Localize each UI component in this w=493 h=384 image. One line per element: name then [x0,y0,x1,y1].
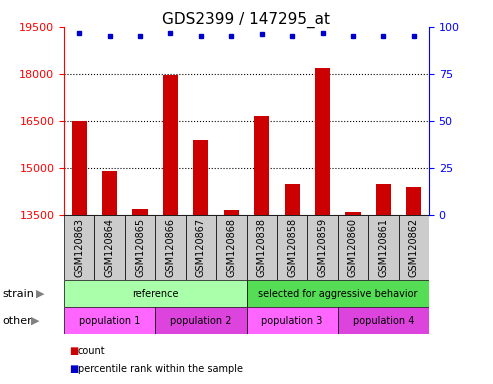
Bar [125,215,155,280]
Text: population 4: population 4 [352,316,414,326]
Bar [155,215,186,280]
Bar [284,184,300,215]
Bar [277,215,307,280]
Bar [315,68,330,215]
Text: ▶: ▶ [35,289,44,299]
Text: GSM120838: GSM120838 [257,218,267,277]
Bar [338,215,368,280]
Bar [71,121,87,215]
Text: ■: ■ [69,346,78,356]
Text: percentile rank within the sample: percentile rank within the sample [78,364,243,374]
Text: selected for aggressive behavior: selected for aggressive behavior [258,289,418,299]
Bar [246,280,429,307]
Text: GSM120863: GSM120863 [74,218,84,277]
Bar [254,116,269,215]
Text: GSM120866: GSM120866 [166,218,176,277]
Bar [406,187,422,215]
Bar [102,171,117,215]
Text: GSM120860: GSM120860 [348,218,358,277]
Bar [398,215,429,280]
Bar [246,215,277,280]
Text: population 2: population 2 [170,316,232,326]
Bar [186,215,216,280]
Text: other: other [2,316,32,326]
Bar [307,215,338,280]
Bar [246,307,338,334]
Text: reference: reference [132,289,178,299]
Text: strain: strain [2,289,35,299]
Bar [64,280,246,307]
Bar [95,215,125,280]
Bar [155,307,246,334]
Bar [64,215,95,280]
Text: GSM120864: GSM120864 [105,218,115,277]
Text: GSM120858: GSM120858 [287,218,297,277]
Bar [376,184,391,215]
Text: population 3: population 3 [261,316,323,326]
Text: GSM120868: GSM120868 [226,218,236,277]
Bar [345,212,360,215]
Text: GSM120861: GSM120861 [378,218,388,277]
Text: count: count [78,346,106,356]
Text: GSM120867: GSM120867 [196,218,206,277]
Text: GSM120862: GSM120862 [409,218,419,277]
Bar [133,209,148,215]
Bar [193,140,209,215]
Text: GDS2399 / 147295_at: GDS2399 / 147295_at [163,12,330,28]
Text: GSM120859: GSM120859 [317,218,327,277]
Bar [224,210,239,215]
Text: GSM120865: GSM120865 [135,218,145,277]
Text: ■: ■ [69,364,78,374]
Bar [368,215,398,280]
Text: population 1: population 1 [79,316,141,326]
Text: ▶: ▶ [31,316,39,326]
Bar [163,76,178,215]
Bar [216,215,246,280]
Bar [64,307,155,334]
Bar [338,307,429,334]
